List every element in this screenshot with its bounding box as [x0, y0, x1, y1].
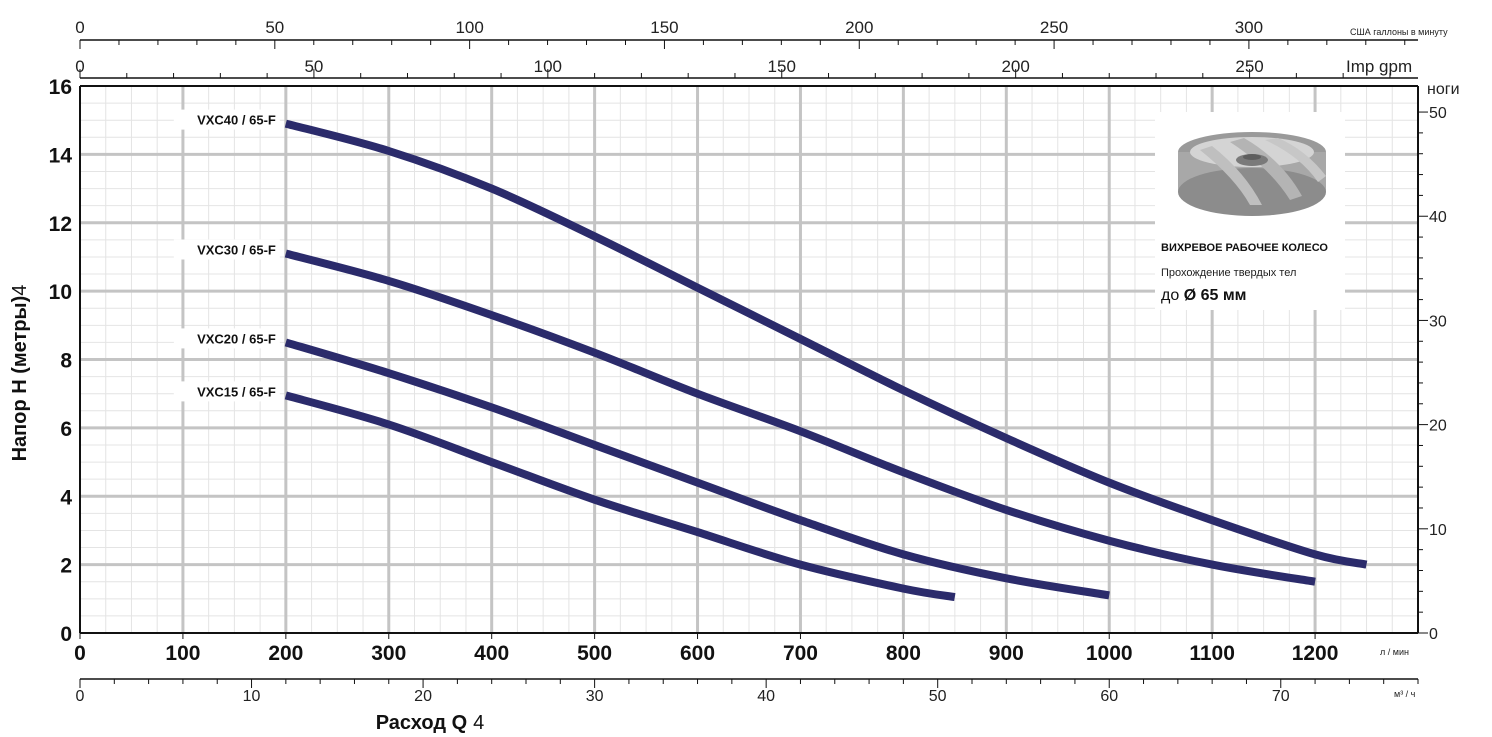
x-tick-label: 100 [165, 642, 200, 665]
us-gpm-tick-label: 250 [1040, 18, 1068, 37]
right-tick-label: 10 [1429, 522, 1447, 539]
imp-gpm-tick-label: 150 [768, 57, 796, 76]
m3h-tick-label: 0 [76, 688, 85, 705]
info-box-line1: Прохождение твердых тел [1161, 267, 1296, 279]
x-tick-label: 700 [783, 642, 818, 665]
imp-gpm-unit: Imp gpm [1346, 57, 1412, 76]
y-axis-title-text: Напор H (метры) [9, 296, 31, 462]
series-curve-4 [284, 391, 956, 602]
us-gpm-tick-label: 300 [1235, 18, 1263, 37]
series-label-4: VXC15 / 65-F [197, 384, 276, 399]
m3h-tick-label: 30 [586, 688, 604, 705]
x-axis-title-suffix: 4 [473, 712, 484, 734]
m3h-tick-label: 20 [414, 688, 432, 705]
series-label-3: VXC20 / 65-F [197, 331, 276, 346]
m3h-unit: м³ / ч [1394, 689, 1416, 699]
series-curve-1 [284, 119, 1368, 569]
us-gpm-tick-label: 150 [650, 18, 678, 37]
us-gpm-tick-label: 200 [845, 18, 873, 37]
us-gpm-tick-label: 0 [75, 18, 84, 37]
impeller-info-box: ВИХРЕВОЕ РАБОЧЕЕ КОЛЕСО Прохождение твер… [1155, 112, 1345, 310]
imp-gpm-tick-label: 100 [534, 57, 562, 76]
series-label-background [173, 381, 280, 402]
y-tick-label: 4 [60, 486, 72, 509]
y-tick-label: 0 [60, 623, 72, 646]
info-box-line2-prefix: до [1161, 287, 1184, 304]
m3h-tick-label: 60 [1100, 688, 1118, 705]
m3h-tick-label: 50 [929, 688, 947, 705]
y-axis-title: Напор H (метры)4 [9, 285, 31, 462]
x-axis-title-text: Расход Q [376, 712, 467, 734]
y-tick-label: 6 [60, 418, 72, 441]
series-label-2: VXC30 / 65-F [197, 243, 276, 258]
y-tick-label: 16 [49, 76, 72, 99]
right-tick-label: 30 [1429, 313, 1447, 330]
right-tick-label: 50 [1429, 105, 1447, 122]
right-axis-unit: ноги [1427, 81, 1460, 98]
m3h-tick-label: 10 [243, 688, 261, 705]
series-label-1: VXC40 / 65-F [197, 113, 276, 128]
info-box-line2: до Ø 65 мм [1161, 287, 1247, 304]
series-label-background [173, 109, 280, 130]
x-tick-label: 400 [474, 642, 509, 665]
y-tick-label: 14 [49, 144, 73, 167]
x-tick-label: 200 [268, 642, 303, 665]
us-gpm-tick-label: 50 [265, 18, 284, 37]
y-tick-label: 12 [49, 213, 72, 236]
series-curve-2 [284, 249, 1316, 586]
vortex-impeller-image [1178, 132, 1326, 216]
y-tick-label: 10 [49, 281, 72, 304]
series-curve-3 [284, 338, 1110, 600]
x-tick-label: 800 [886, 642, 921, 665]
series-label-background [173, 328, 280, 349]
imp-gpm-tick-label: 0 [75, 57, 84, 76]
lmin-unit: л / мин [1380, 647, 1409, 657]
info-box-title: ВИХРЕВОЕ РАБОЧЕЕ КОЛЕСО [1161, 242, 1328, 254]
x-tick-label: 0 [74, 642, 86, 665]
axes-layer: 0 100 200 300 400 500 600 700 800 900 1000 1100 1200… [49, 18, 1447, 705]
x-tick-label: 500 [577, 642, 612, 665]
m3h-tick-label: 40 [757, 688, 775, 705]
imp-gpm-tick-label: 200 [1001, 57, 1029, 76]
us-gpm-unit: США галлоны в минуту [1350, 27, 1448, 37]
us-gpm-tick-label: 100 [455, 18, 483, 37]
x-axis-title: Расход Q 4 [376, 712, 485, 734]
x-tick-label: 300 [371, 642, 406, 665]
imp-gpm-tick-label: 250 [1235, 57, 1263, 76]
right-tick-label: 40 [1429, 209, 1447, 226]
y-tick-label: 8 [60, 350, 72, 373]
right-tick-label: 0 [1429, 626, 1438, 643]
info-box-line2-bold: Ø 65 мм [1184, 287, 1247, 304]
series-label-background [173, 239, 280, 260]
m3h-tick-label: 70 [1272, 688, 1290, 705]
x-tick-label: 600 [680, 642, 715, 665]
x-tick-label: 1000 [1086, 642, 1133, 665]
x-tick-label: 1200 [1292, 642, 1339, 665]
right-tick-label: 20 [1429, 418, 1447, 435]
y-axis-title-suffix: 4 [9, 285, 31, 296]
y-tick-label: 2 [60, 555, 72, 578]
x-tick-label: 1100 [1189, 642, 1235, 665]
x-tick-label: 900 [989, 642, 1024, 665]
imp-gpm-tick-label: 50 [304, 57, 323, 76]
series-layer: VXC40 / 65-F VXC30 / 65-F VXC20 / 65-F VXC1… [173, 109, 1368, 602]
